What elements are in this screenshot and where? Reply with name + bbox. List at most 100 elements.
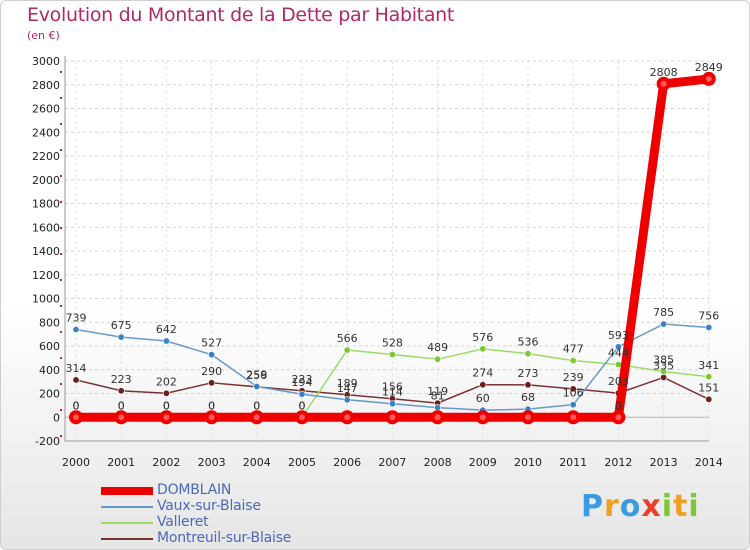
data-point-vaux-sur-blaise xyxy=(208,351,216,359)
logo-letter: r xyxy=(604,489,620,524)
data-label-vaux-sur-blaise: 68 xyxy=(521,391,535,404)
x-tick-label: 2009 xyxy=(469,456,497,469)
data-point-highlight-domblain xyxy=(389,414,396,421)
data-label-vaux-sur-blaise: 194 xyxy=(292,376,313,389)
data-point-highlight-domblain xyxy=(208,414,215,421)
data-label-valleret: 0 xyxy=(299,399,306,412)
data-label-vaux-sur-blaise: 642 xyxy=(156,323,177,336)
data-point-montreuil-sur-blaise xyxy=(117,387,125,395)
x-tick-label: 2008 xyxy=(424,456,452,469)
data-point-valleret xyxy=(524,350,532,358)
data-label-montreuil-sur-blaise: 335 xyxy=(653,359,674,372)
data-label-valleret: 566 xyxy=(337,332,358,345)
legend-swatch-montreuil-sur-blaise xyxy=(101,538,153,540)
y-tick-label: 1000 xyxy=(32,293,60,306)
y-tick-label: 200 xyxy=(39,388,60,401)
data-point-highlight-domblain xyxy=(660,80,667,87)
data-point-vaux-sur-blaise xyxy=(253,382,261,390)
y-tick-label: 2800 xyxy=(32,79,60,92)
data-point-vaux-sur-blaise xyxy=(72,325,80,333)
data-point-highlight-domblain xyxy=(479,414,486,421)
data-label-montreuil-sur-blaise: 202 xyxy=(156,375,177,388)
data-point-montreuil-sur-blaise xyxy=(569,385,577,393)
data-label-montreuil-sur-blaise: 290 xyxy=(201,365,222,378)
data-point-highlight-domblain xyxy=(344,414,351,421)
legend-label: Montreuil-sur-Blaise xyxy=(157,530,292,546)
data-point-montreuil-sur-blaise xyxy=(479,381,487,389)
data-label-montreuil-sur-blaise: 256 xyxy=(246,369,267,382)
data-point-valleret xyxy=(614,361,622,369)
data-label-montreuil-sur-blaise: 274 xyxy=(472,367,493,380)
y-tick-label: 1800 xyxy=(32,198,60,211)
data-label-valleret: 0 xyxy=(253,399,260,412)
logo-letter: t xyxy=(673,489,689,524)
legend-label: DOMBLAIN xyxy=(157,482,232,498)
data-label-vaux-sur-blaise: 147 xyxy=(337,382,358,395)
y-tick-label: 2000 xyxy=(32,174,60,187)
data-point-vaux-sur-blaise xyxy=(705,323,713,331)
data-point-vaux-sur-blaise xyxy=(298,390,306,398)
y-tick-label: 800 xyxy=(39,316,60,329)
data-label-valleret: 576 xyxy=(472,331,493,344)
data-point-montreuil-sur-blaise xyxy=(162,389,170,397)
data-point-montreuil-sur-blaise xyxy=(524,381,532,389)
data-label-montreuil-sur-blaise: 156 xyxy=(382,381,403,394)
data-label-vaux-sur-blaise: 81 xyxy=(431,390,445,403)
data-label-valleret: 385 xyxy=(653,354,674,367)
y-tick-label: 600 xyxy=(39,340,60,353)
data-label-vaux-sur-blaise: 756 xyxy=(698,309,719,322)
data-point-highlight-domblain xyxy=(705,75,712,82)
y-tick-label: 1400 xyxy=(32,245,60,258)
x-tick-label: 2012 xyxy=(604,456,632,469)
data-point-valleret xyxy=(479,345,487,353)
data-point-montreuil-sur-blaise xyxy=(208,379,216,387)
logo-letter: i xyxy=(661,489,674,524)
data-label-valleret: 536 xyxy=(518,336,539,349)
data-point-valleret xyxy=(434,355,442,363)
x-tick-label: 2011 xyxy=(559,456,587,469)
legend-swatch-domblain xyxy=(101,487,153,495)
legend-swatch-vaux-sur-blaise xyxy=(101,506,153,508)
legend-label: Vaux-sur-Blaise xyxy=(157,498,261,514)
data-label-valleret: 341 xyxy=(698,359,719,372)
data-label-domblain: 0 xyxy=(163,399,170,412)
data-label-vaux-sur-blaise: 106 xyxy=(563,387,584,400)
data-label-domblain: 0 xyxy=(299,399,306,412)
data-point-valleret xyxy=(388,351,396,359)
data-label-montreuil-sur-blaise: 203 xyxy=(608,375,629,388)
data-point-vaux-sur-blaise xyxy=(660,320,668,328)
data-label-domblain: 2808 xyxy=(650,66,678,79)
data-point-highlight-domblain xyxy=(73,414,79,421)
y-tick-label: -200 xyxy=(35,435,60,448)
data-label-montreuil-sur-blaise: 223 xyxy=(111,373,132,386)
data-label-valleret: 0 xyxy=(163,399,170,412)
data-label-montreuil-sur-blaise: 189 xyxy=(337,377,358,390)
data-point-highlight-domblain xyxy=(118,414,125,421)
logo-letter: P xyxy=(581,489,604,524)
proxiti-logo: Proxiti xyxy=(581,489,700,524)
data-label-valleret: 528 xyxy=(382,337,403,350)
data-point-highlight-domblain xyxy=(525,414,531,421)
data-point-vaux-sur-blaise xyxy=(569,401,577,409)
x-tick-label: 2006 xyxy=(333,456,361,469)
data-label-vaux-sur-blaise: 527 xyxy=(201,337,222,350)
data-label-montreuil-sur-blaise: 151 xyxy=(698,381,719,394)
logo-letter: o xyxy=(619,489,642,524)
data-point-vaux-sur-blaise xyxy=(614,343,622,351)
data-label-domblain: 0 xyxy=(615,399,622,412)
data-label-valleret: 0 xyxy=(208,399,215,412)
y-tick-label: 2200 xyxy=(32,150,60,163)
data-label-valleret: 444 xyxy=(608,347,629,360)
chart-subtitle: (en €) xyxy=(27,29,60,42)
x-tick-label: 2001 xyxy=(107,456,135,469)
data-point-vaux-sur-blaise xyxy=(162,337,170,345)
y-tick-label: 3000 xyxy=(32,55,60,68)
data-point-vaux-sur-blaise xyxy=(388,400,396,408)
y-tick-label: 1200 xyxy=(32,269,60,282)
data-point-vaux-sur-blaise xyxy=(434,404,442,412)
logo-letter: x xyxy=(641,489,662,524)
chart-title: Evolution du Montant de la Dette par Hab… xyxy=(27,4,455,26)
data-point-highlight-domblain xyxy=(434,414,441,421)
data-label-valleret: 0 xyxy=(118,399,125,412)
